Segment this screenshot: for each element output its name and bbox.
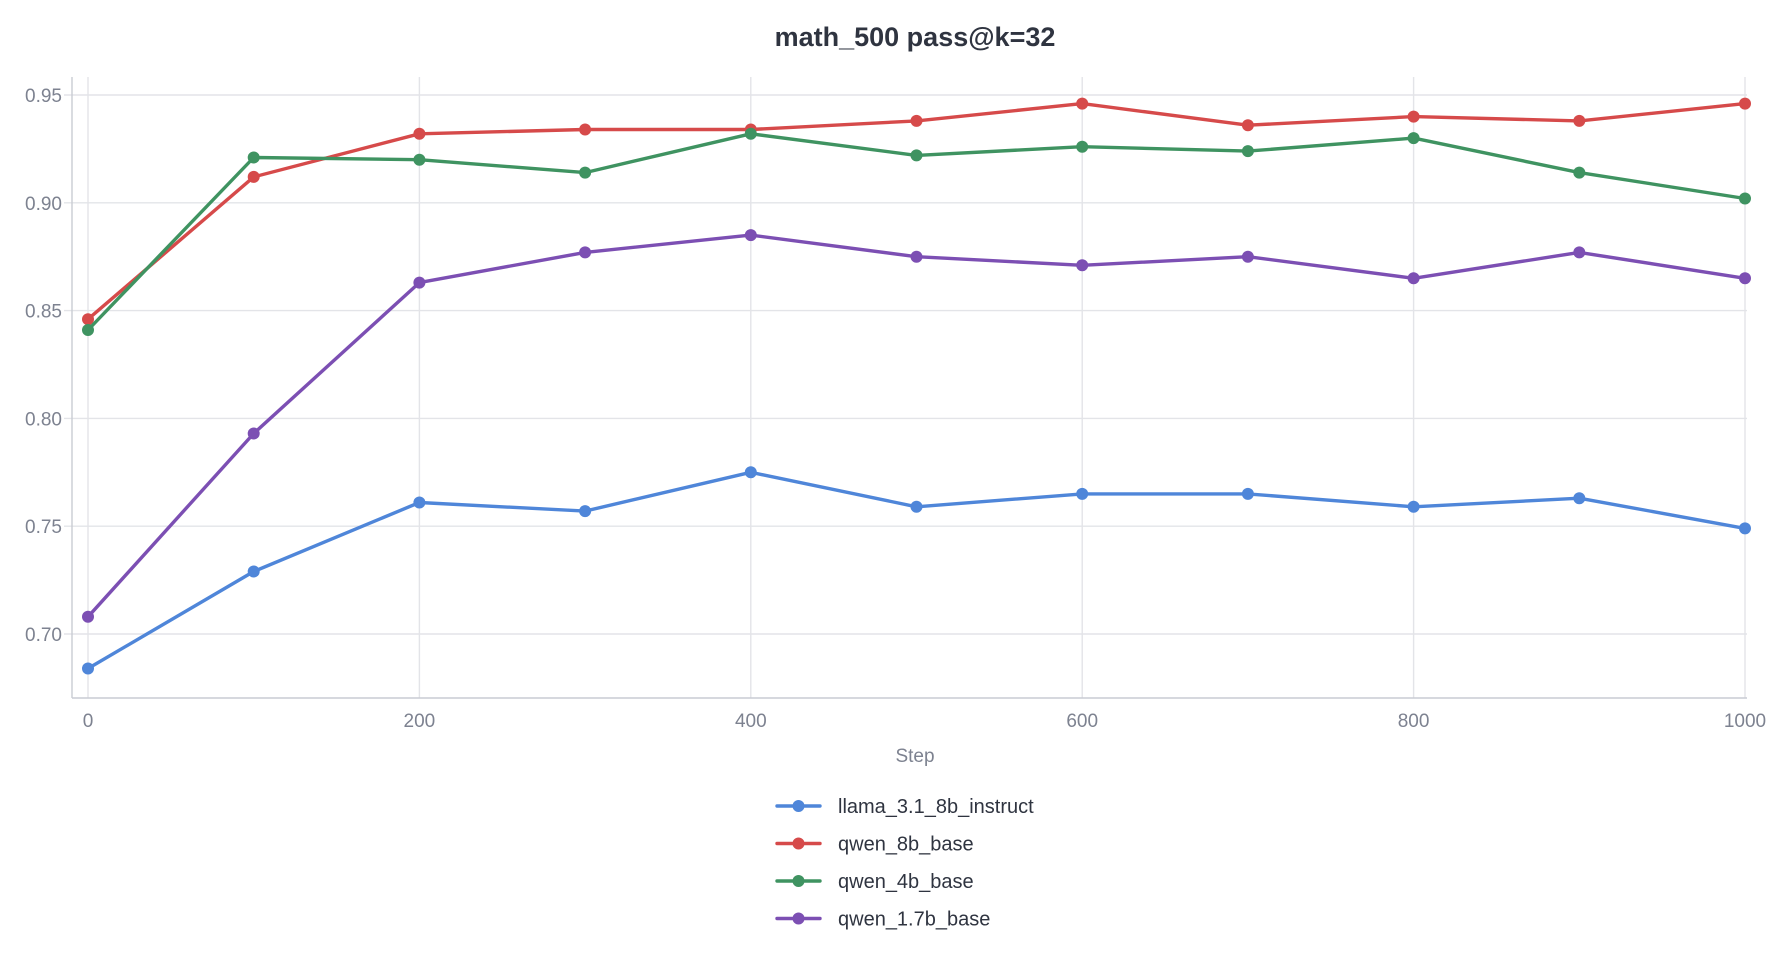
data-point [744,127,757,140]
legend-label: qwen_4b_base [838,871,974,893]
data-point [1241,145,1254,158]
series-llama_3.1_8b_instruct [82,466,1751,675]
data-point [1076,259,1089,272]
data-point [1241,250,1254,263]
legend-item: qwen_8b_base [775,834,974,856]
data-point [1407,500,1420,513]
x-tick-label: 0 [83,711,94,732]
data-point [1076,487,1089,500]
data-point [1407,110,1420,123]
data-point [247,427,260,440]
data-point [82,662,94,675]
data-point [82,324,94,336]
x-tick-label: 200 [404,711,436,732]
series-qwen_4b_base [82,127,1751,336]
grid-lines [64,77,1747,698]
data-point [910,114,923,127]
data-point [1739,97,1751,110]
legend-swatch-marker [792,800,805,812]
y-tick-label: 0.95 [25,86,62,107]
data-point [579,505,592,518]
data-point [1076,97,1089,110]
data-point [1573,246,1586,259]
x-axis-title: Step [895,746,934,767]
data-point [1573,114,1586,127]
data-point [1739,522,1751,535]
x-tick-label: 800 [1398,711,1430,732]
x-tick-label: 1000 [1724,711,1766,732]
legend-item: llama_3.1_8b_instruct [775,796,1034,818]
data-point [579,123,592,136]
data-point [1241,119,1254,132]
y-tick-label: 0.75 [25,517,62,538]
data-point [1407,272,1420,285]
data-point [910,149,923,162]
y-tick-label: 0.80 [25,409,62,430]
legend-label: qwen_1.7b_base [838,909,990,931]
data-point [910,250,923,263]
x-tick-label: 400 [735,711,767,732]
data-point [413,276,426,289]
data-point [82,313,94,326]
data-point [744,466,757,479]
series-qwen_1.7b_base [82,229,1751,623]
data-point [413,153,426,166]
series-line [86,233,1747,619]
data-point [1407,132,1420,145]
data-point [1076,140,1089,153]
y-tick-label: 0.85 [25,302,62,323]
data-point [1573,166,1586,179]
data-point [744,229,757,242]
legend-item: qwen_4b_base [775,871,974,893]
series-line [86,101,1747,321]
y-tick-label: 0.90 [25,194,62,215]
legend-label: llama_3.1_8b_instruct [838,796,1034,818]
data-point [1241,487,1254,500]
data-point [82,610,94,623]
legend: llama_3.1_8b_instruct qwen_8b_base qwen_4b… [775,796,1034,931]
data-point [247,151,260,164]
axes: 0.70 0.75 0.80 0.85 0.90 0.95 0 200 400 600 800 100… [25,77,1766,732]
legend-swatch-marker [792,912,805,925]
x-tick-label: 600 [1066,711,1098,732]
data-point [1573,492,1586,505]
legend-item: qwen_1.7b_base [775,909,990,931]
y-tick-label: 0.70 [25,625,62,646]
data-point [1739,272,1751,285]
data-point [247,170,260,183]
series-line [86,132,1747,332]
data-point [1739,192,1751,205]
data-point [247,565,260,578]
series-qwen_8b_base [82,97,1751,326]
data-point [910,500,923,513]
data-point [413,496,426,509]
legend-label: qwen_8b_base [838,834,974,856]
data-point [579,166,592,179]
legend-swatch-marker [792,837,805,850]
legend-swatch-marker [792,875,805,887]
chart-title: math_500 pass@k=32 [775,22,1056,52]
data-point [579,246,592,259]
plot-area [82,97,1751,675]
data-point [413,127,426,140]
